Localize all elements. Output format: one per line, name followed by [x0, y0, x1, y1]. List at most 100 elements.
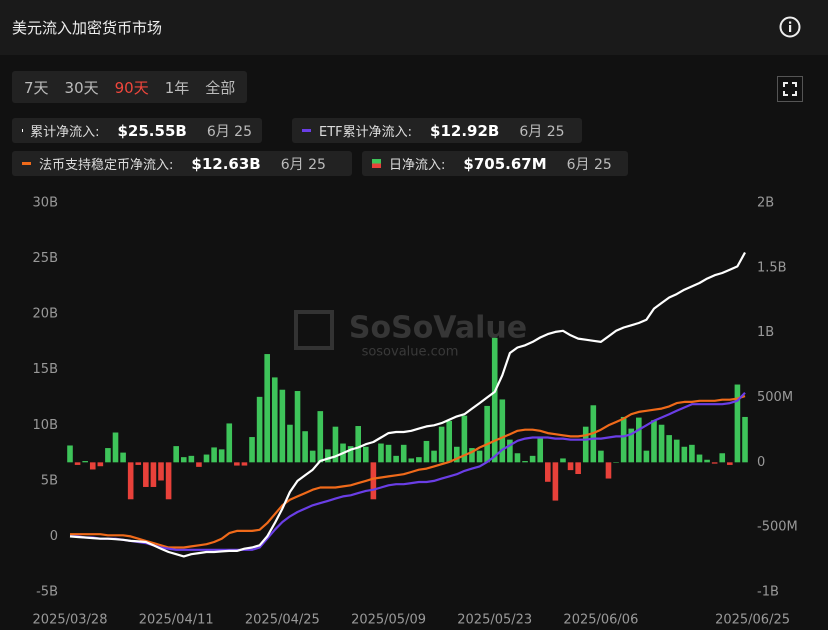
bar: [431, 450, 437, 463]
y-tick-label: 0: [50, 529, 58, 544]
bar: [325, 449, 331, 463]
bar: [484, 405, 490, 463]
bar: [514, 453, 521, 463]
x-tick-label: 2025/05/23: [457, 613, 532, 628]
bar: [469, 448, 475, 463]
bar: [89, 462, 96, 470]
bar: [522, 461, 528, 463]
bar: [218, 449, 225, 463]
bar: [545, 462, 551, 482]
bar: [742, 416, 748, 463]
legend-item[interactable]: 累计净流入: $25.55B 6月 25: [12, 118, 262, 143]
bar: [408, 458, 415, 463]
legend-value: $705.67M: [463, 154, 547, 173]
tab[interactable]: 全部: [205, 79, 236, 97]
fullscreen-button[interactable]: [777, 76, 803, 102]
y-tick-label: 20B: [33, 307, 58, 322]
bar: [317, 411, 324, 463]
legend-item[interactable]: 法币支持稳定币净流入: $12.63B 6月 25: [12, 151, 352, 176]
bar: [446, 420, 453, 463]
watermark: sosovalue.com: [362, 345, 459, 360]
tab[interactable]: 7天: [24, 79, 49, 97]
legend-label: 累计净流入:: [30, 125, 100, 140]
legend-marker: [372, 159, 381, 168]
bar: [302, 431, 308, 463]
legend-value: $12.92B: [430, 121, 500, 140]
bar: [67, 445, 73, 463]
bar: [605, 462, 612, 479]
tab[interactable]: 30天: [64, 79, 99, 97]
y-tick-label: 5B: [41, 473, 58, 488]
range-tabs: 7天 30天 90天 1年 全部: [12, 71, 248, 103]
x-tick-label: 2025/03/28: [33, 613, 108, 628]
bar: [560, 458, 566, 463]
bar: [598, 450, 604, 463]
bar: [234, 462, 240, 466]
line: [70, 395, 746, 549]
bar: [385, 444, 392, 463]
watermark-logo: [294, 310, 334, 350]
bar: [651, 420, 657, 463]
bar: [249, 437, 255, 463]
bar: [82, 461, 88, 463]
bar: [704, 459, 710, 463]
bar: [537, 437, 544, 463]
legend-label: 日净流入:: [389, 158, 446, 173]
y-tick-label: 25B: [33, 251, 58, 266]
bar: [461, 415, 468, 463]
legend-date: 6月 25: [206, 123, 252, 140]
bar: [309, 450, 316, 463]
legend-item[interactable]: ETF累计净流入: $12.92B 6月 25: [292, 118, 582, 143]
tab[interactable]: 1年: [164, 79, 190, 97]
y2-tick-label: 1B: [757, 325, 774, 340]
bar: [294, 391, 301, 463]
bar: [120, 452, 126, 463]
legend-date: 6月 25: [566, 156, 612, 173]
bar: [378, 443, 384, 463]
bar: [287, 424, 293, 463]
bar: [620, 416, 627, 463]
bar: [575, 462, 581, 475]
bar: [362, 446, 369, 463]
bar: [613, 462, 619, 463]
x-tick-label: 2025/04/11: [139, 613, 214, 628]
bar: [150, 462, 157, 487]
legend-date: 6月 25: [519, 123, 565, 140]
bar: [188, 455, 195, 463]
bar: [211, 447, 217, 463]
bar: [499, 399, 506, 463]
bar: [135, 462, 142, 465]
info-icon[interactable]: [779, 16, 801, 38]
title: 美元流入加密货币市场: [12, 19, 163, 37]
bar: [666, 435, 672, 463]
legend-marker: [302, 129, 311, 132]
legend-label: 法币支持稳定币净流入:: [39, 158, 174, 173]
legend-item[interactable]: 日净流入: $705.67M 6月 25: [362, 151, 628, 176]
legend-label: ETF累计净流入:: [319, 125, 413, 140]
y-tick-label: 10B: [33, 418, 58, 433]
bar: [416, 457, 422, 463]
legend-value: $25.55B: [117, 121, 187, 140]
bar: [658, 424, 665, 463]
bar: [727, 462, 733, 465]
bar: [347, 446, 354, 463]
bar: [173, 446, 179, 463]
bar: [143, 462, 149, 487]
bar: [241, 462, 248, 466]
bar: [643, 450, 650, 463]
bar: [636, 417, 642, 463]
bar: [552, 462, 559, 501]
bar: [582, 426, 589, 463]
x-tick-label: 2025/06/25: [715, 613, 790, 628]
bar: [529, 455, 536, 463]
y2-tick-label: 2B: [757, 196, 774, 211]
bar: [271, 377, 278, 463]
bar: [681, 446, 688, 463]
tab[interactable]: 90天: [114, 79, 149, 97]
bar: [226, 423, 233, 463]
line: [70, 392, 746, 551]
bar: [97, 462, 104, 467]
bar: [628, 428, 635, 463]
x-tick-label: 2025/06/06: [563, 613, 638, 628]
